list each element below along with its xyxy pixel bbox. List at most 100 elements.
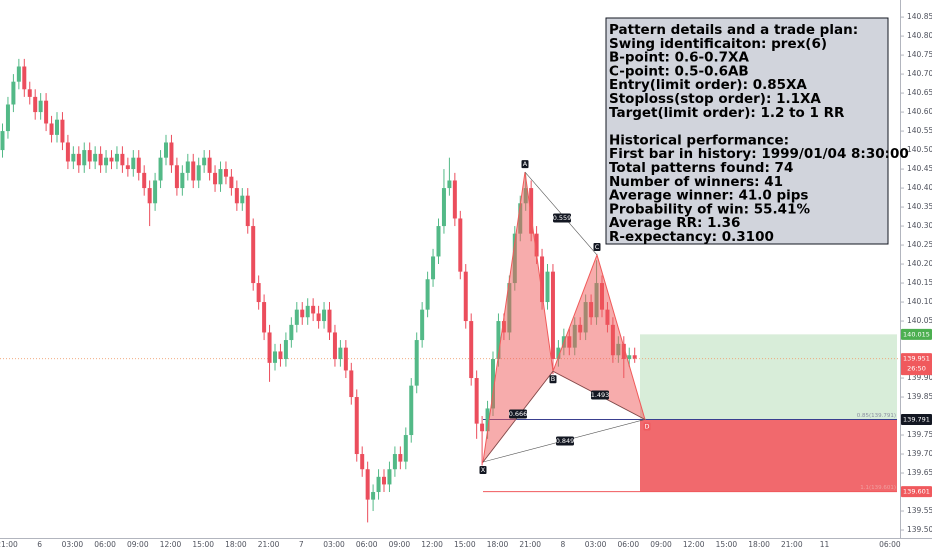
candle-body: [55, 119, 59, 135]
info-line: Average RR: 1.36: [609, 215, 740, 231]
candle-body: [33, 96, 38, 113]
x-tick-label: 12:00: [421, 540, 443, 549]
price-label-box: [901, 353, 932, 376]
ratio-tag: [556, 436, 574, 446]
candle-body: [409, 385, 414, 436]
candle-body: [49, 123, 54, 135]
point-tag: [593, 242, 601, 251]
candle-body: [0, 131, 5, 151]
candle-body: [300, 309, 305, 318]
info-line: Probability of win: 55.41%: [609, 201, 810, 217]
y-tick-label: 140.050: [907, 316, 932, 325]
ratio-label: 0.666: [509, 410, 528, 418]
y-tick-label: 140.800: [907, 31, 932, 40]
candle-body: [365, 469, 370, 500]
candle-body: [136, 157, 141, 173]
x-tick-label: 8: [561, 540, 566, 549]
ratio-tag: [553, 213, 571, 223]
point-label: D: [644, 422, 649, 430]
candle-body: [256, 283, 261, 303]
candle-body: [267, 332, 272, 363]
point-tag: [521, 160, 529, 169]
price-label-box: [901, 328, 932, 340]
candle-body: [392, 454, 397, 470]
candle-body: [207, 157, 212, 173]
candle-body: [332, 332, 337, 360]
candle-body: [114, 153, 119, 162]
candle-body: [463, 271, 468, 322]
x-tick-label: 21:00: [258, 540, 280, 549]
y-tick-label: 140.400: [907, 183, 932, 192]
info-line: R-expectancy: 0.3100: [609, 229, 774, 245]
candle-body: [556, 347, 561, 360]
info-line: C-point: 0.5-0.6AB: [609, 63, 749, 79]
x-tick-label: 03:00: [585, 540, 607, 549]
point-label: A: [523, 160, 528, 168]
candle-body: [142, 172, 147, 189]
candle-body: [164, 142, 168, 158]
stop-zone: [640, 419, 897, 492]
level-note: 0.85(139.791): [857, 413, 896, 419]
x-tick-label: 09:00: [127, 540, 149, 549]
candle-body: [387, 469, 392, 485]
price-label-box: [901, 413, 932, 425]
candle-body: [349, 370, 354, 398]
point-tag: [479, 466, 487, 475]
candle-body: [496, 321, 501, 360]
x-tick-label: 21:00: [0, 540, 18, 549]
candle-body: [403, 435, 408, 462]
candle-body: [632, 355, 637, 359]
candle-body: [153, 180, 158, 204]
point-label: B: [551, 375, 555, 383]
candle-body: [425, 279, 430, 310]
ratio-tag: [509, 409, 527, 419]
candle-body: [223, 169, 228, 177]
candle-body: [262, 302, 267, 333]
candle-body: [294, 309, 299, 325]
y-tick-label: 139.750: [907, 430, 932, 439]
info-line: First bar in history: 1999/01/04 8:30:00: [609, 146, 909, 162]
point-label: C: [595, 243, 600, 251]
candle-body: [147, 188, 152, 204]
candle-body: [60, 119, 65, 143]
x-tick-label: 18:00: [225, 540, 247, 549]
level-note: 1.1(139.601): [860, 485, 896, 491]
y-tick-label: 140.600: [907, 107, 932, 116]
target-zone: [640, 334, 897, 420]
candle-body: [169, 142, 174, 166]
x-tick-label: 03:00: [323, 540, 345, 549]
candle-body: [338, 347, 343, 360]
candle-body: [343, 347, 348, 371]
bar-countdown: 26:50: [907, 365, 926, 373]
candle-body: [540, 256, 545, 303]
x-tick-label: 6: [37, 540, 42, 549]
candle-body: [491, 359, 495, 409]
y-tick-label: 140.350: [907, 202, 932, 211]
candle-body: [213, 172, 218, 185]
candle-body: [305, 305, 310, 318]
candle-body: [104, 157, 109, 166]
price-label: 140.015: [903, 330, 930, 338]
candle-body: [360, 454, 365, 470]
candle-body: [71, 153, 76, 162]
x-tick-label: 03:00: [62, 540, 84, 549]
y-tick-label: 140.850: [907, 12, 932, 21]
candle-body: [311, 305, 316, 314]
y-tick-label: 140.700: [907, 69, 932, 78]
candle-body: [452, 180, 457, 219]
candle-body: [420, 309, 425, 341]
x-tick-label: 11: [820, 540, 830, 549]
info-panel: [605, 17, 889, 245]
x-tick-label: 12:00: [160, 540, 182, 549]
info-line: Target(limit order): 1.2 to 1 RR: [609, 105, 845, 121]
x-tick-label: 12:00: [683, 540, 705, 549]
candle-body: [93, 153, 98, 162]
price-label-box: [901, 486, 932, 498]
x-tick-label: 7: [299, 540, 304, 549]
candle-body: [322, 309, 327, 322]
candle-body: [283, 340, 288, 360]
x-tick-label: 15:00: [192, 540, 214, 549]
candle-body: [398, 454, 403, 462]
candle-body: [354, 397, 359, 455]
